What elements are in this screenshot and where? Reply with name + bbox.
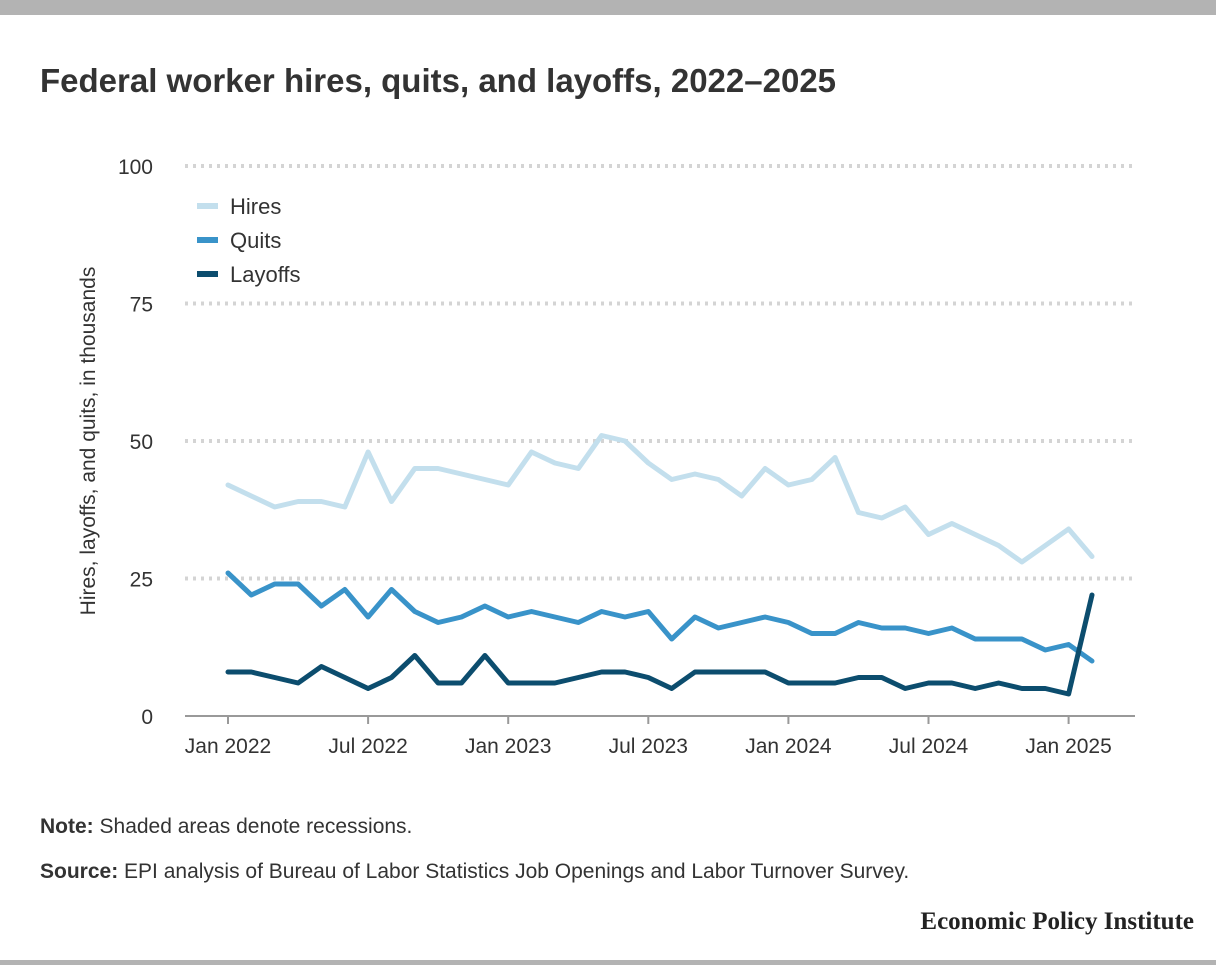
note-label: Note: xyxy=(40,815,94,838)
x-tick-label: Jan 2025 xyxy=(1025,735,1111,758)
x-tick-label: Jul 2023 xyxy=(609,735,688,758)
source-label: Source: xyxy=(40,860,119,883)
y-tick-label: 50 xyxy=(130,431,153,454)
y-axis-label: Hires, layoffs, and quits, in thousands xyxy=(77,267,100,616)
y-tick-label: 75 xyxy=(130,294,153,317)
legend-label-layoffs: Layoffs xyxy=(230,262,301,287)
y-tick-label: 100 xyxy=(118,156,153,179)
legend-label-hires: Hires xyxy=(230,194,281,219)
bottom-border-bar xyxy=(0,960,1216,965)
chart-title: Federal worker hires, quits, and layoffs… xyxy=(40,62,837,99)
legend-label-quits: Quits xyxy=(230,228,281,253)
note-text: Shaded areas denote recessions. xyxy=(99,815,413,838)
source-text: EPI analysis of Bureau of Labor Statisti… xyxy=(124,860,910,883)
x-tick-label: Jan 2023 xyxy=(465,735,551,758)
x-tick-label: Jan 2022 xyxy=(185,735,271,758)
note-line: Note: Shaded areas denote recessions. xyxy=(40,815,412,839)
source-line: Source: EPI analysis of Bureau of Labor … xyxy=(40,860,909,884)
series-line-hires xyxy=(225,433,1095,565)
x-tick-label: Jan 2024 xyxy=(745,735,832,758)
x-tick-label: Jul 2024 xyxy=(889,735,969,758)
line-chart: 0 25 50 75 100 Jan 2022 Jul 2022 Jan 2023 Jul 20… xyxy=(77,156,1135,758)
x-tick-label: Jul 2022 xyxy=(328,735,407,758)
brand-logo-text: Economic Policy Institute xyxy=(920,908,1194,935)
y-tick-label: 25 xyxy=(130,569,153,592)
series-line-quits xyxy=(225,570,1095,664)
series-line-layoffs xyxy=(225,592,1095,697)
y-tick-label: 0 xyxy=(141,706,153,729)
top-border-bar xyxy=(0,0,1216,15)
